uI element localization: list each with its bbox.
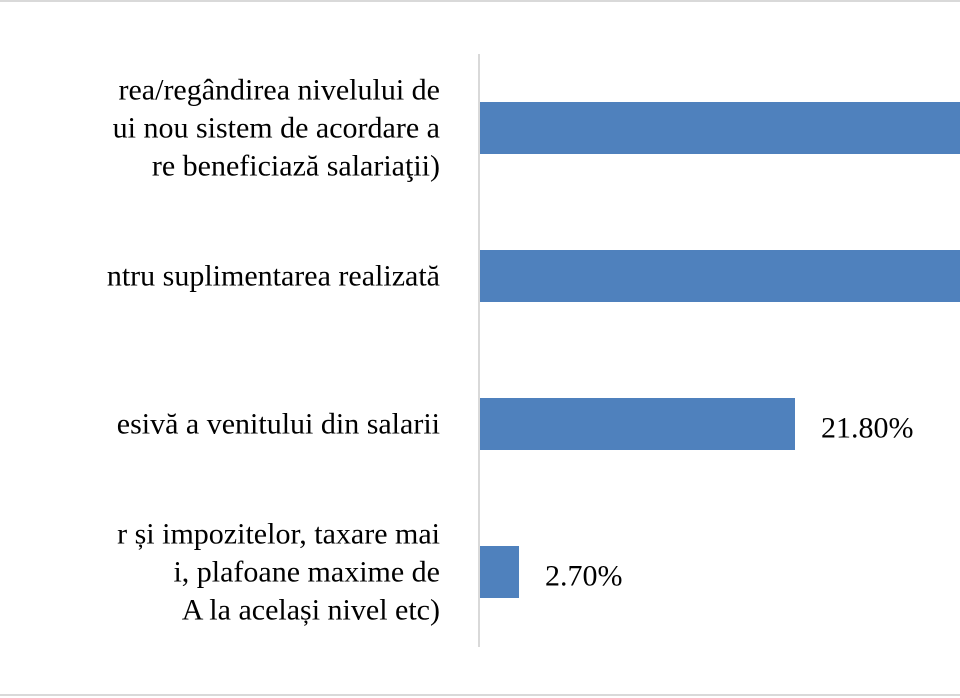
category-label-1-line-1: rea/regândirea nivelului de: [118, 74, 440, 107]
bars-layer: [480, 102, 960, 598]
bar-2: [480, 250, 960, 302]
data-label-4: 2.70%: [545, 560, 623, 593]
category-labels-layer: rea/regândirea nivelului de ui nou sistem…: [107, 74, 440, 627]
data-label-3: 21.80%: [821, 412, 914, 445]
bar-3: [480, 398, 795, 450]
category-label-4-line-3: A la același nivel etc): [182, 594, 440, 627]
category-label-2-line-1: ntru suplimentarea realizată: [107, 260, 440, 293]
category-label-1-line-2: ui nou sistem de acordare a: [113, 112, 440, 145]
category-label-4-line-2: i, plafoane maxime de: [173, 556, 440, 589]
category-label-4-line-1: r și impozitelor, taxare mai: [117, 518, 440, 551]
category-label-3-line-1: esivă a venitului din salarii: [117, 408, 440, 441]
category-label-1-line-3: re beneficiază salariaţii): [152, 150, 440, 183]
bar-4: [480, 546, 520, 598]
data-labels-layer: 21.80% 2.70%: [545, 412, 913, 593]
bar-1: [480, 102, 960, 154]
